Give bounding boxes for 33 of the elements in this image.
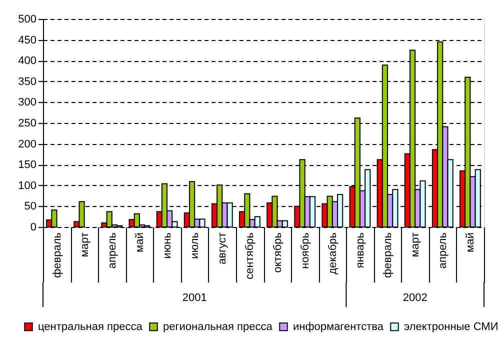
- y-tick-label: 200: [18, 138, 36, 150]
- legend-label: центральная пресса: [38, 320, 144, 333]
- x-tick-label: июль: [189, 232, 202, 259]
- y-tick-label: 150: [18, 159, 36, 172]
- x-tick-label: март: [78, 232, 91, 258]
- x-tick-label: апрель: [106, 232, 118, 269]
- x-tick-label: апрель: [437, 232, 450, 269]
- x-tick-label: июнь: [162, 232, 174, 259]
- y-tick-label: 350: [18, 76, 36, 88]
- legend-label: электронные СМИ: [404, 320, 498, 333]
- x-tick-label: сентябрь: [244, 232, 256, 280]
- x-tick-label: декабрь: [326, 232, 339, 274]
- x-tick-label: октябрь: [272, 232, 284, 273]
- legend-label: информагентства: [293, 320, 384, 333]
- y-tick-label: 250: [18, 118, 36, 130]
- y-tick-label: 500: [18, 14, 36, 26]
- text: 2001: [182, 292, 207, 304]
- x-tick-label: февраль: [51, 232, 64, 278]
- x-tick-label: март: [410, 232, 422, 258]
- y-tick-label: 400: [18, 55, 36, 68]
- legend-label: региональная пресса: [163, 320, 274, 333]
- y-tick-label: 100: [18, 180, 36, 192]
- x-tick-label: ноябрь: [299, 232, 312, 269]
- x-tick-label: август: [216, 232, 229, 264]
- x-tick-label: май: [134, 232, 146, 252]
- x-tick-label: январь: [354, 232, 366, 268]
- y-tick-label: 300: [18, 96, 36, 109]
- x-tick-label: февраль: [382, 232, 394, 278]
- x-tick-label: май: [464, 232, 477, 252]
- y-tick-label: 0: [30, 222, 36, 234]
- text: 2002: [402, 292, 428, 304]
- y-tick-label: 450: [18, 34, 36, 46]
- y-tick-label: 50: [24, 200, 36, 213]
